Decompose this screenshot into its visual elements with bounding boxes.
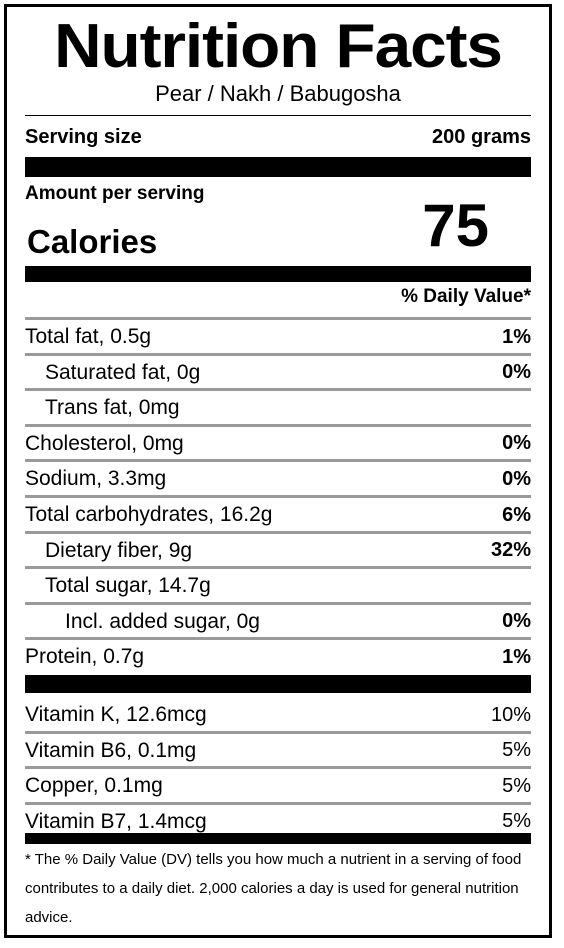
nutrient-row: Cholesterol, 0mg 0% [25, 427, 531, 461]
nutrient-row: Protein, 0.7g 1% [25, 640, 531, 674]
vitamin-daily-value: 5% [502, 774, 531, 797]
vitamin-name: Vitamin B7, 1.4mcg [25, 809, 207, 833]
nutrient-row: Total carbohydrates, 16.2g 6% [25, 498, 531, 532]
row-divider [25, 530, 531, 534]
nutrient-daily-value: 0% [502, 432, 531, 455]
vitamin-row: Vitamin B6, 0.1mg 5% [25, 734, 531, 768]
row-divider [25, 566, 531, 570]
calories-value: 75 [422, 192, 489, 259]
row-divider [25, 423, 531, 427]
row-divider [25, 637, 531, 641]
row-divider [25, 459, 531, 463]
nutrient-daily-value: 0% [502, 610, 531, 633]
nutrient-name: Saturated fat, 0g [45, 360, 201, 384]
nutrient-row: Trans fat, 0mg [25, 391, 531, 425]
row-divider [25, 766, 531, 769]
nutrient-daily-value: 1% [502, 325, 531, 348]
vitamin-daily-value: 5% [502, 810, 531, 832]
nutrient-row: Dietary fiber, 9g 32% [25, 534, 531, 568]
nutrient-name: Protein, 0.7g [25, 645, 145, 669]
nutrient-daily-value: 32% [490, 539, 531, 562]
nutrient-row: Total fat, 0.5g 1% [25, 320, 531, 354]
nutrient-daily-value: 0% [502, 467, 531, 490]
nutrition-label: Nutrition Facts Pear / Nakh / Babugosha … [4, 4, 552, 938]
nutrient-name: Total carbohydrates, 16.2g [25, 503, 273, 526]
row-divider [25, 730, 531, 734]
footnote: * The % Daily Value (DV) tells you how m… [25, 851, 522, 926]
nutrient-name: Cholesterol, 0mg [25, 431, 184, 455]
row-divider [25, 352, 531, 356]
nutrient-name: Total sugar, 14.7g [45, 574, 211, 598]
serving-size-value: 200 grams [432, 125, 531, 148]
nutrient-row: Sodium, 3.3mg 0% [25, 462, 531, 496]
food-name: Pear / Nakh / Babugosha [155, 81, 401, 106]
daily-value-header: % Daily Value* [401, 286, 531, 307]
vitamin-name: Vitamin B6, 0.1mg [25, 738, 197, 762]
row-divider [25, 495, 531, 498]
vitamin-row: Vitamin B7, 1.4mcg 5% [25, 805, 531, 839]
nutrient-name: Trans fat, 0mg [45, 396, 180, 420]
vitamin-daily-value: 10% [490, 703, 531, 726]
nutrient-daily-value: 0% [502, 361, 531, 384]
serving-size-label: Serving size [25, 125, 142, 148]
row-divider [25, 601, 531, 605]
nutrient-row: Saturated fat, 0g 0% [25, 356, 531, 390]
row-divider [25, 317, 531, 320]
vitamin-daily-value: 5% [502, 739, 531, 761]
thick-divider [25, 266, 531, 282]
thick-divider [25, 157, 531, 177]
vitamin-row: Copper, 0.1mg 5% [25, 769, 531, 803]
nutrient-name: Sodium, 3.3mg [25, 467, 167, 491]
vitamin-name: Vitamin K, 12.6mcg [25, 703, 207, 726]
label-title: Nutrition Facts [54, 12, 503, 81]
vitamin-row: Vitamin K, 12.6mcg 10% [25, 698, 531, 732]
nutrient-daily-value: 6% [502, 503, 531, 526]
nutrient-name: Dietary fiber, 9g [45, 538, 193, 562]
nutrient-name: Incl. added sugar, 0g [65, 609, 260, 633]
row-divider [25, 388, 531, 392]
vitamin-name: Copper, 0.1mg [25, 774, 163, 797]
nutrient-name: Total fat, 0.5g [25, 325, 152, 348]
divider [25, 115, 531, 116]
nutrient-daily-value: 1% [502, 645, 531, 668]
nutrient-row: Total sugar, 14.7g [25, 569, 531, 603]
thick-divider [25, 675, 531, 693]
calories-label: Calories [27, 223, 158, 260]
amount-per-serving: Amount per serving [25, 183, 205, 204]
nutrient-row: Incl. added sugar, 0g 0% [25, 605, 531, 639]
thick-divider [25, 833, 531, 844]
row-divider [25, 801, 531, 805]
serving-size-row: Serving size 200 grams [25, 121, 531, 153]
